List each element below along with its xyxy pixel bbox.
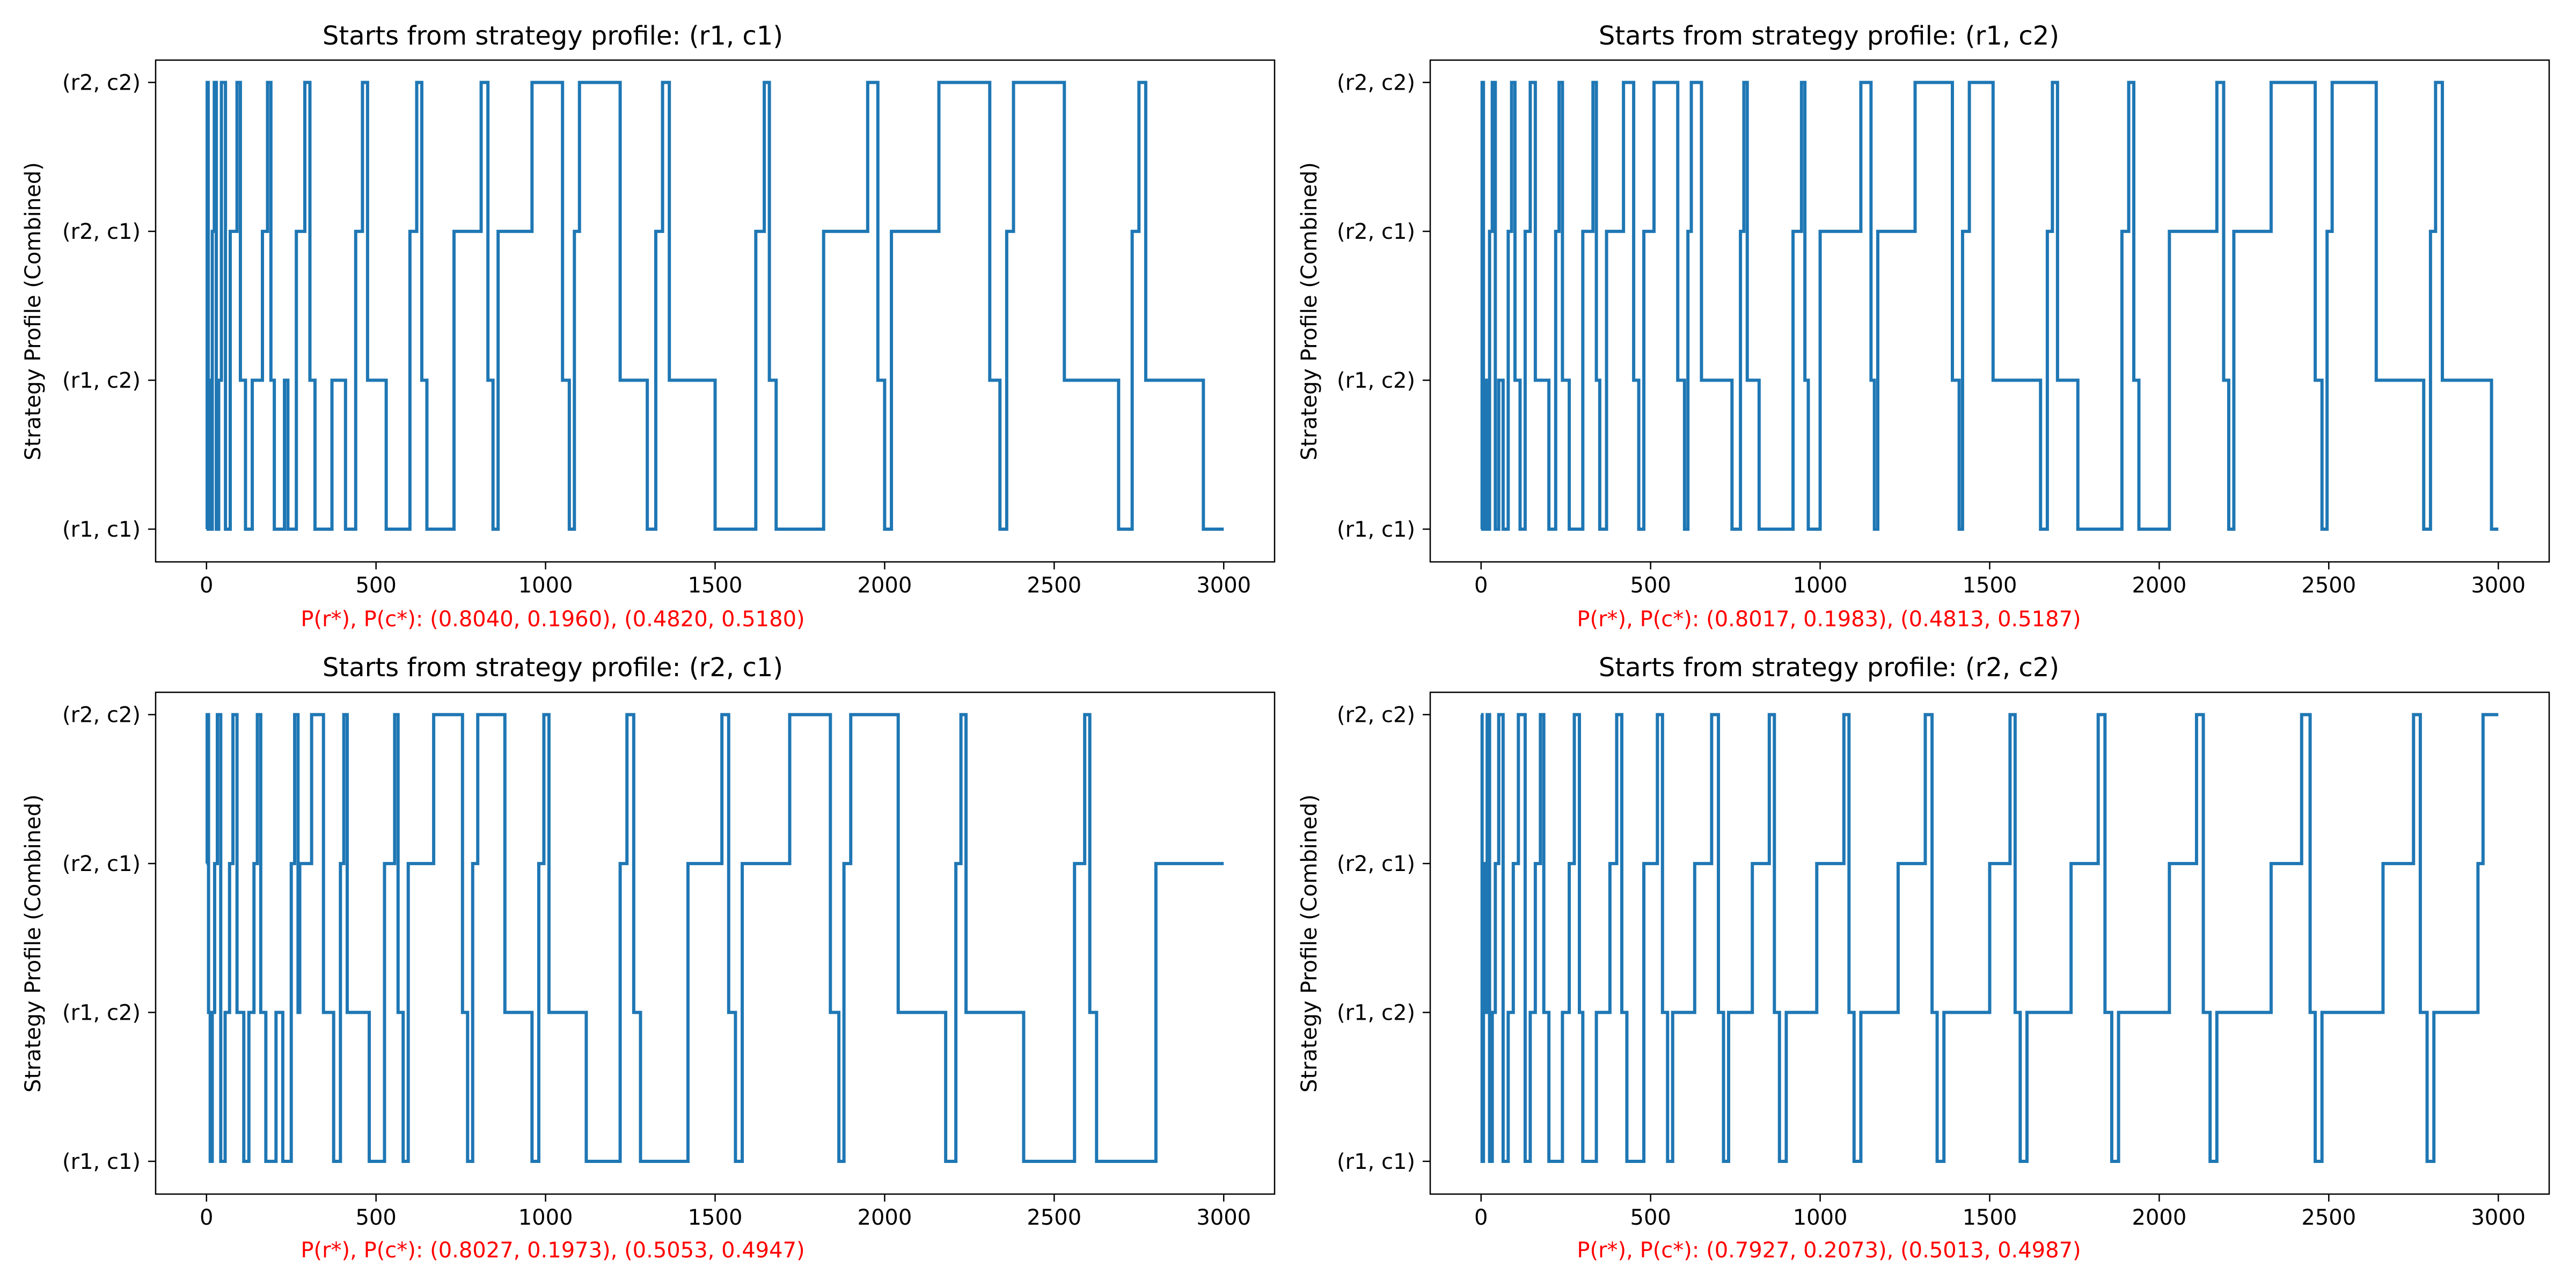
y-tick-label: (r2, c2) — [1337, 703, 1415, 728]
x-tick-label: 1500 — [688, 573, 743, 598]
x-tick-label: 2500 — [2301, 573, 2356, 598]
y-tick-label: (r1, c2) — [1337, 369, 1415, 393]
y-tick-label: (r1, c1) — [1337, 1150, 1415, 1174]
subplot-title: Starts from strategy profile: (r2, c2) — [1599, 653, 2059, 683]
x-tick-label: 500 — [356, 1205, 397, 1230]
x-tick-label: 2500 — [2301, 1205, 2356, 1230]
x-tick-label: 0 — [200, 1205, 213, 1230]
x-tick-label: 1000 — [518, 573, 573, 598]
y-axis-label: Strategy Profile (Combined) — [21, 794, 46, 1093]
y-axis-label: Strategy Profile (Combined) — [1297, 162, 1322, 460]
y-tick-label: (r2, c1) — [62, 852, 141, 876]
y-tick-label: (r2, c1) — [1337, 852, 1415, 876]
x-tick-label: 3000 — [2471, 1205, 2526, 1230]
probability-annotation: P(r*), P(c*): (0.8027, 0.1973), (0.5053,… — [301, 1238, 804, 1263]
x-tick-label: 3000 — [1196, 1205, 1251, 1230]
subplot-title: Starts from strategy profile: (r1, c1) — [323, 21, 783, 51]
strategy-profile-series — [1480, 713, 2499, 1163]
y-tick-label: (r2, c2) — [62, 71, 141, 96]
x-tick-label: 0 — [1474, 573, 1488, 598]
x-tick-label: 1500 — [1963, 573, 2017, 598]
plot-area — [1480, 713, 2499, 1163]
subplot-r2-c1: Starts from strategy profile: (r2, c1) S… — [21, 653, 1276, 1263]
y-tick-label: (r2, c1) — [1337, 219, 1415, 244]
y-tick-label: (r2, c1) — [62, 219, 141, 244]
plot-area — [206, 80, 1224, 531]
x-tick-label: 0 — [200, 573, 213, 598]
y-tick-label: (r1, c1) — [1337, 517, 1415, 542]
x-tick-label: 3000 — [2471, 573, 2526, 598]
strategy-profile-series — [1480, 80, 2499, 531]
y-axis-label: Strategy Profile (Combined) — [1297, 794, 1322, 1093]
probability-annotation: P(r*), P(c*): (0.8040, 0.1960), (0.4820,… — [301, 607, 804, 632]
subplot-r2-c2: Starts from strategy profile: (r2, c2) S… — [1297, 653, 2550, 1263]
x-tick-label: 500 — [1630, 1205, 1671, 1230]
x-tick-label: 1000 — [518, 1205, 573, 1230]
x-tick-label: 2000 — [2132, 1205, 2187, 1230]
y-tick-label: (r1, c2) — [62, 369, 141, 393]
x-tick-label: 1500 — [688, 1205, 743, 1230]
x-tick-label: 1000 — [1793, 573, 1848, 598]
y-axis-label: Strategy Profile (Combined) — [21, 162, 46, 460]
x-tick-label: 2500 — [1027, 1205, 1081, 1230]
x-tick-label: 500 — [356, 573, 397, 598]
plot-area — [1480, 80, 2499, 531]
x-tick-label: 1500 — [1963, 1205, 2017, 1230]
plot-area — [206, 713, 1224, 1163]
subplot-title: Starts from strategy profile: (r1, c2) — [1599, 21, 2059, 51]
probability-annotation: P(r*), P(c*): (0.8017, 0.1983), (0.4813,… — [1577, 607, 2081, 632]
x-tick-label: 2000 — [858, 573, 912, 598]
x-tick-label: 500 — [1630, 573, 1671, 598]
y-tick-label: (r1, c2) — [1337, 1001, 1415, 1026]
x-tick-label: 2500 — [1027, 573, 1081, 598]
y-tick-label: (r2, c2) — [1337, 71, 1415, 96]
y-tick-label: (r1, c1) — [62, 517, 141, 542]
x-tick-label: 2000 — [2132, 573, 2187, 598]
y-tick-label: (r2, c2) — [62, 703, 141, 728]
x-tick-label: 3000 — [1196, 573, 1251, 598]
subplot-r1-c1: Starts from strategy profile: (r1, c1) S… — [21, 21, 1276, 632]
x-tick-label: 1000 — [1793, 1205, 1848, 1230]
subplot-title: Starts from strategy profile: (r2, c1) — [323, 653, 783, 683]
x-tick-label: 0 — [1474, 1205, 1488, 1230]
probability-annotation: P(r*), P(c*): (0.7927, 0.2073), (0.5013,… — [1577, 1238, 2081, 1263]
strategy-profile-series — [206, 80, 1224, 531]
y-tick-label: (r1, c2) — [62, 1001, 141, 1026]
x-tick-label: 2000 — [858, 1205, 912, 1230]
strategy-profile-series — [206, 713, 1224, 1163]
y-tick-label: (r1, c1) — [62, 1150, 141, 1174]
subplot-r1-c2: Starts from strategy profile: (r1, c2) S… — [1297, 21, 2550, 632]
